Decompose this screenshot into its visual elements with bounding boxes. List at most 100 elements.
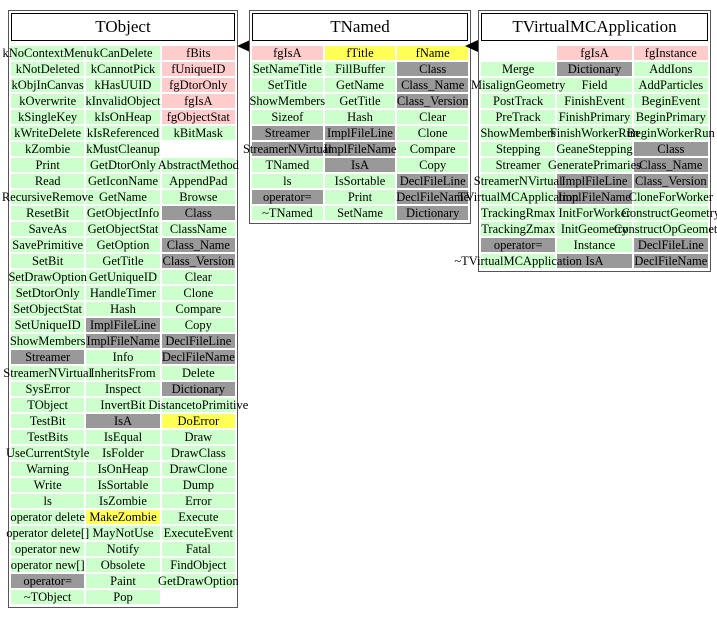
member-cell[interactable]: TrackingZmax <box>481 222 556 236</box>
member-cell[interactable]: Streamer <box>252 126 323 140</box>
member-cell[interactable]: ConstructOpGeometry <box>614 222 717 236</box>
member-cell[interactable]: SysError <box>11 382 85 396</box>
member-cell[interactable]: GetDrawOption <box>158 574 239 588</box>
member-cell[interactable]: kSingleKey <box>11 110 85 124</box>
member-cell[interactable]: Clone <box>397 126 469 140</box>
member-cell[interactable]: FindObject <box>161 558 235 572</box>
member-cell[interactable]: Compare <box>397 142 469 156</box>
member-cell[interactable]: Obsolete <box>86 558 160 572</box>
member-cell[interactable]: SetName <box>324 206 396 220</box>
member-cell[interactable]: ImplFileName <box>86 334 160 348</box>
member-cell[interactable]: GetTitle <box>86 254 160 268</box>
member-cell[interactable]: FillBuffer <box>324 62 396 76</box>
member-cell[interactable]: DeclFileLine <box>161 334 235 348</box>
member-cell[interactable]: Class <box>633 142 708 156</box>
member-cell[interactable]: kObjInCanvas <box>11 78 85 92</box>
member-cell[interactable]: Fatal <box>161 542 235 556</box>
member-cell[interactable]: kNoContextMenu <box>3 46 93 60</box>
member-cell[interactable]: kNotDeleted <box>11 62 85 76</box>
member-cell[interactable]: Stepping <box>481 142 556 156</box>
member-cell[interactable]: Execute <box>161 510 235 524</box>
member-cell[interactable]: Read <box>11 174 85 188</box>
member-cell[interactable]: Hash <box>86 302 160 316</box>
member-cell[interactable]: BeginWorkerRun <box>627 126 715 140</box>
member-cell[interactable]: Class_Version <box>397 94 468 108</box>
member-cell[interactable]: Sizeof <box>252 110 323 124</box>
member-cell[interactable]: ShowMembers <box>249 94 325 108</box>
member-cell[interactable]: IsEqual <box>86 430 160 444</box>
member-cell[interactable]: TrackingRmax <box>481 206 555 220</box>
member-cell[interactable]: operator delete <box>10 510 85 524</box>
member-cell[interactable]: Browse <box>161 190 235 204</box>
member-cell[interactable]: fgIsA <box>161 94 235 108</box>
member-cell[interactable]: Copy <box>161 318 235 332</box>
member-cell[interactable]: fUniqueID <box>161 62 235 76</box>
member-cell[interactable]: GetName <box>86 190 160 204</box>
member-cell[interactable]: fName <box>397 46 469 60</box>
member-cell[interactable]: fgInstance <box>633 46 708 60</box>
class-title-tnamed[interactable]: TNamed <box>252 13 468 41</box>
member-cell[interactable]: AddIons <box>633 62 708 76</box>
member-cell[interactable]: kCanDelete <box>86 46 160 60</box>
member-cell[interactable]: Info <box>86 350 160 364</box>
member-cell[interactable]: StreamerNVirtual <box>243 142 332 156</box>
member-cell[interactable]: fgObjectStat <box>161 110 235 124</box>
member-cell[interactable]: UseCurrentStyle <box>6 446 89 460</box>
member-cell[interactable]: kIsReferenced <box>86 126 160 140</box>
member-cell[interactable]: DeclFileLine <box>633 238 708 252</box>
member-cell[interactable]: kZombie <box>11 142 85 156</box>
member-cell[interactable]: IsA <box>86 414 160 428</box>
member-cell[interactable]: DistancetoPrimitive <box>148 398 248 412</box>
member-cell[interactable]: Dictionary <box>397 206 469 220</box>
member-cell[interactable]: ResetBit <box>11 206 85 220</box>
member-cell[interactable]: Draw <box>161 430 235 444</box>
member-cell[interactable]: IsSortable <box>324 174 396 188</box>
member-cell[interactable]: fBits <box>161 46 235 60</box>
member-cell[interactable]: kMustCleanup <box>86 142 160 156</box>
member-cell[interactable]: Print <box>324 190 396 204</box>
member-cell[interactable]: DoError <box>161 414 235 428</box>
member-cell[interactable]: Delete <box>161 366 235 380</box>
member-cell[interactable]: Class <box>397 62 469 76</box>
member-cell[interactable]: IsFolder <box>86 446 160 460</box>
member-cell[interactable]: GetTitle <box>324 94 396 108</box>
member-cell[interactable]: kInvalidObject <box>86 94 160 108</box>
member-cell[interactable]: SetDtorOnly <box>11 286 85 300</box>
member-cell[interactable]: TestBit <box>11 414 85 428</box>
member-cell[interactable]: TNamed <box>252 158 323 172</box>
member-cell[interactable]: ImplFileLine <box>557 174 632 188</box>
member-cell[interactable]: Class_Version <box>633 174 708 188</box>
member-cell[interactable]: ShowMembers <box>480 126 556 140</box>
member-cell[interactable]: StreamerNVirtual <box>474 174 563 188</box>
member-cell[interactable]: operator= <box>11 574 85 588</box>
member-cell[interactable]: Clear <box>397 110 469 124</box>
member-cell[interactable]: ImplFileLine <box>86 318 160 332</box>
member-cell[interactable]: AddParticles <box>633 78 708 92</box>
member-cell[interactable]: kBitMask <box>161 126 235 140</box>
member-cell[interactable]: Print <box>11 158 85 172</box>
member-cell[interactable]: DeclFileName <box>633 254 708 268</box>
member-cell[interactable]: GetObjectStat <box>86 222 160 236</box>
member-cell[interactable]: SetObjectStat <box>11 302 85 316</box>
member-cell[interactable]: MakeZombie <box>86 510 160 524</box>
member-cell[interactable]: Class <box>161 206 235 220</box>
member-cell[interactable]: fgDtorOnly <box>161 78 235 92</box>
member-cell[interactable]: AbstractMethod <box>158 158 239 172</box>
member-cell[interactable]: operator= <box>481 238 556 252</box>
member-cell[interactable]: ExecuteEvent <box>161 526 235 540</box>
member-cell[interactable]: Pop <box>86 590 160 604</box>
member-cell[interactable]: SetDrawOption <box>8 270 87 284</box>
member-cell[interactable]: ImplFileLine <box>324 126 396 140</box>
member-cell[interactable]: operator new[] <box>11 558 85 572</box>
member-cell[interactable]: kOverwrite <box>11 94 85 108</box>
member-cell[interactable]: SetNameTitle <box>252 62 323 76</box>
member-cell[interactable]: ~TObject <box>11 590 85 604</box>
member-cell[interactable]: operator delete[] <box>6 526 89 540</box>
member-cell[interactable]: GetIconName <box>86 174 160 188</box>
member-cell[interactable]: Class_Version <box>161 254 235 268</box>
member-cell[interactable]: operator= <box>252 190 323 204</box>
member-cell[interactable]: SetUniqueID <box>11 318 85 332</box>
member-cell[interactable]: GetName <box>324 78 396 92</box>
member-cell[interactable]: RecursiveRemove <box>2 190 93 204</box>
member-cell[interactable]: ShowMembers <box>10 334 86 348</box>
